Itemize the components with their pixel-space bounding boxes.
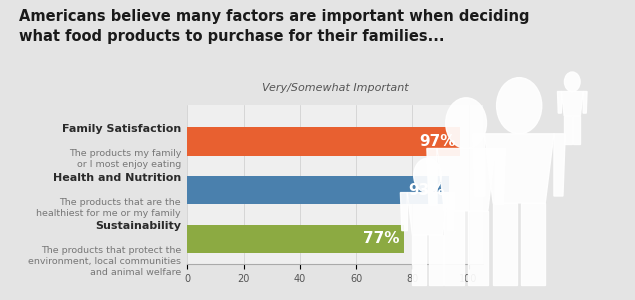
- Polygon shape: [412, 235, 426, 285]
- Polygon shape: [485, 134, 554, 203]
- Polygon shape: [558, 92, 561, 113]
- Text: Sustainability: Sustainability: [95, 221, 181, 231]
- Bar: [187, 128, 460, 156]
- Polygon shape: [521, 203, 545, 285]
- Text: Health and Nutrition: Health and Nutrition: [53, 172, 181, 183]
- Polygon shape: [573, 116, 580, 144]
- Circle shape: [497, 78, 542, 134]
- Bar: [187, 176, 449, 204]
- Text: Very/Somewhat Important: Very/Somewhat Important: [262, 83, 408, 93]
- Polygon shape: [429, 235, 443, 285]
- Polygon shape: [437, 148, 495, 211]
- Circle shape: [446, 98, 486, 148]
- Polygon shape: [444, 211, 464, 285]
- Polygon shape: [448, 193, 455, 231]
- Text: The products that are the
healthiest for me or my family: The products that are the healthiest for…: [36, 198, 181, 218]
- Polygon shape: [407, 193, 448, 235]
- Text: 97%: 97%: [419, 134, 456, 149]
- Text: 77%: 77%: [363, 231, 399, 246]
- Polygon shape: [427, 148, 437, 205]
- Polygon shape: [473, 134, 485, 196]
- Polygon shape: [561, 92, 583, 116]
- Polygon shape: [493, 203, 517, 285]
- Polygon shape: [583, 92, 587, 113]
- Text: Americans believe many factors are important when deciding
what food products to: Americans believe many factors are impor…: [19, 9, 530, 44]
- Circle shape: [565, 72, 580, 92]
- Text: Family Satisfaction: Family Satisfaction: [62, 124, 181, 134]
- Polygon shape: [468, 211, 488, 285]
- Bar: [187, 225, 404, 253]
- Text: 93%: 93%: [408, 183, 444, 198]
- Text: The products that protect the
environment, local communities
and animal welfare: The products that protect the environmen…: [28, 246, 181, 278]
- Polygon shape: [564, 116, 572, 144]
- Polygon shape: [495, 148, 505, 205]
- Text: The products my family
or I most enjoy eating: The products my family or I most enjoy e…: [69, 149, 181, 169]
- Circle shape: [413, 158, 441, 193]
- Polygon shape: [401, 193, 407, 231]
- Polygon shape: [554, 134, 565, 196]
